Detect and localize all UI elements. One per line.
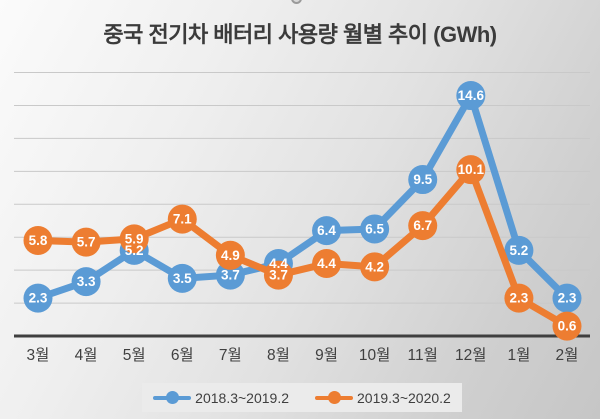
data-point-marker	[71, 267, 101, 297]
x-axis-label: 2월	[556, 346, 579, 364]
data-point-marker	[263, 260, 293, 290]
legend-entry-2019: 2019.3~2020.2	[315, 390, 451, 406]
data-point-marker	[167, 204, 197, 234]
x-axis-label: 8월	[267, 346, 290, 364]
data-point-marker	[167, 263, 197, 293]
data-point-label: 5.8	[29, 233, 48, 248]
data-point-label: 3.3	[77, 274, 96, 289]
data-point-marker	[552, 283, 582, 313]
data-point-label: 7.1	[173, 212, 192, 227]
data-point-marker	[552, 311, 582, 341]
data-point-marker	[360, 214, 390, 244]
data-point-marker	[71, 227, 101, 257]
data-point-label: 6.7	[413, 218, 432, 233]
data-point-marker	[215, 240, 245, 270]
x-axis-label: 4월	[75, 346, 98, 364]
data-point-label: 5.7	[77, 235, 96, 250]
data-point-label: 3.7	[221, 268, 240, 283]
data-point-label: 5.2	[125, 243, 144, 258]
data-point-label: 4.9	[221, 248, 240, 263]
x-axis-label: 9월	[315, 346, 338, 364]
data-point-label: 5.2	[510, 243, 529, 258]
data-point-label: 2.3	[558, 291, 577, 306]
data-point-marker	[360, 252, 390, 282]
data-point-label: 4.4	[269, 256, 288, 271]
legend-marker-icon	[166, 391, 180, 404]
data-point-marker	[456, 81, 486, 111]
x-axis-label: 11월	[408, 346, 438, 364]
data-point-label: 3.7	[269, 268, 288, 283]
x-axis-label: 7월	[219, 346, 242, 364]
data-point-label: 2.3	[510, 291, 529, 306]
legend-label: 2019.3~2020.2	[357, 389, 451, 406]
data-point-label: 5.9	[125, 231, 144, 246]
data-point-label: 2.3	[29, 291, 48, 306]
x-axis-label: 5월	[123, 346, 146, 364]
data-point-marker	[23, 283, 53, 313]
data-point-marker	[408, 211, 438, 241]
data-point-marker	[23, 225, 53, 255]
data-point-label: 14.6	[458, 88, 485, 103]
x-axis-label: 12월	[455, 346, 487, 364]
legend-line-sample-icon	[153, 391, 192, 404]
data-point-marker	[408, 165, 438, 195]
data-point-label: 4.2	[365, 259, 384, 274]
legend-label: 2018.3~2019.2	[195, 389, 289, 406]
data-point-label: 9.5	[413, 172, 432, 187]
x-axis-label: 3월	[27, 346, 50, 364]
data-point-label: 10.1	[458, 162, 485, 177]
data-point-label: 4.4	[317, 256, 336, 271]
chart-legend: 2018.3~2019.2 2019.3~2020.2	[142, 383, 462, 412]
data-point-label: 3.5	[173, 271, 192, 286]
legend-line-sample-icon	[315, 391, 353, 404]
data-point-label: 6.5	[365, 221, 384, 236]
x-axis-label: 1월	[507, 346, 530, 364]
legend-entry-2018: 2018.3~2019.2	[153, 390, 289, 406]
data-point-marker	[504, 283, 534, 313]
data-point-marker	[312, 216, 342, 246]
data-point-marker	[312, 249, 342, 279]
data-point-marker	[456, 155, 486, 185]
x-axis-label: 6월	[171, 346, 194, 364]
legend-marker-icon	[328, 391, 341, 404]
data-point-marker	[119, 224, 149, 254]
data-point-marker	[504, 235, 534, 265]
chart-title: 중국 전기차 배터리 사용량 월별 추이 (GWh)	[103, 22, 497, 47]
data-point-label: 0.6	[558, 319, 577, 334]
data-point-label: 6.4	[317, 223, 336, 238]
x-axis-label: 10월	[359, 346, 391, 364]
